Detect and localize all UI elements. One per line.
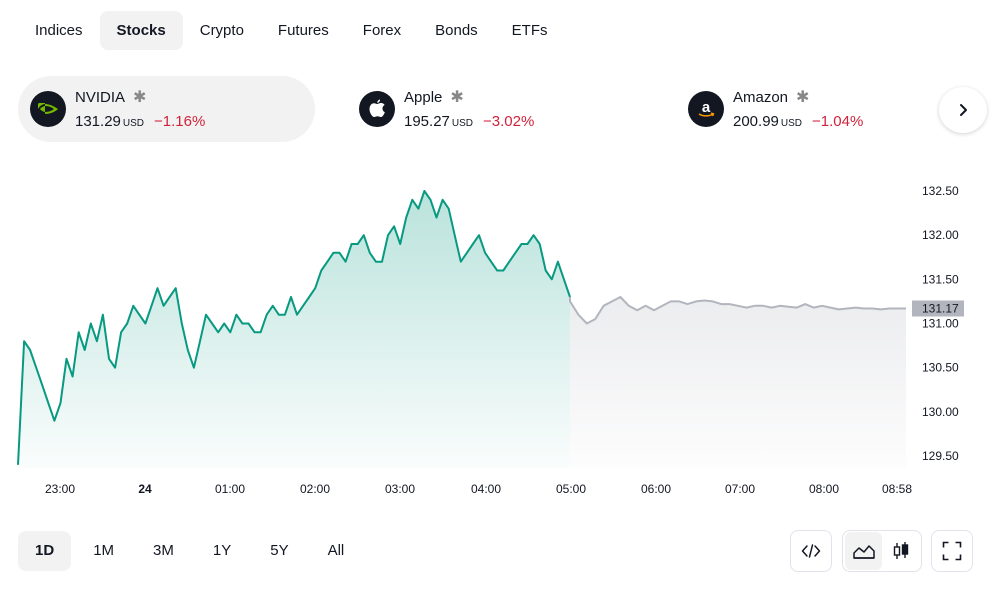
y-tick-label: 130.00	[922, 405, 959, 419]
regular-session-area	[18, 191, 570, 468]
extended-session-area	[570, 297, 906, 468]
regular-session-line	[17, 190, 571, 465]
fullscreen-button[interactable]	[931, 530, 973, 572]
x-tick-label: 07:00	[725, 482, 755, 496]
code-icon	[801, 544, 821, 558]
range-1y-button[interactable]: 1Y	[212, 542, 232, 559]
x-tick-label: 08:00	[809, 482, 839, 496]
svg-text:a: a	[702, 99, 711, 116]
ticker-currency: USD	[451, 118, 474, 129]
range-selector: 1D 1M 3M 1Y 5Y All	[18, 531, 366, 571]
ticker-card-apple[interactable]: Apple ✱ 195.27 USD −3.02%	[347, 76, 644, 142]
range-1d-button[interactable]: 1D	[18, 531, 72, 571]
y-tick-label: 132.50	[922, 184, 959, 198]
ticker-name: Apple	[404, 88, 443, 106]
market-tabs: Indices Stocks Crypto Futures Forex Bond…	[18, 11, 565, 50]
embed-code-button[interactable]	[790, 530, 832, 572]
ticker-card-nvidia[interactable]: NVIDIA ✱ 131.29 USD −1.16%	[18, 76, 315, 142]
ticker-price: 131.29	[75, 113, 121, 130]
y-tick-label: 132.00	[922, 228, 959, 242]
fullscreen-icon	[942, 541, 962, 561]
chart-type-toggle	[842, 530, 922, 572]
ticker-change: −1.16%	[154, 113, 206, 130]
ticker-card-amazon[interactable]: a Amazon ✱ 200.99 USD −1.04%	[676, 76, 946, 142]
ticker-carousel: NVIDIA ✱ 131.29 USD −1.16% Apple ✱ 195.27 U…	[18, 76, 988, 142]
candles-icon	[893, 542, 908, 559]
x-tick-label: 03:00	[385, 482, 415, 496]
star-icon: ✱	[796, 89, 810, 106]
nvidia-logo-icon	[30, 91, 66, 127]
tab-bonds[interactable]: Bonds	[435, 22, 478, 39]
ticker-currency: USD	[122, 118, 145, 129]
range-5y-button[interactable]: 5Y	[270, 542, 289, 559]
x-tick-label: 05:00	[556, 482, 586, 496]
area-chart-button[interactable]	[845, 532, 882, 570]
chevron-right-icon	[960, 104, 967, 116]
extended-session-line	[569, 296, 906, 325]
amazon-logo-icon: a	[688, 91, 724, 127]
ticker-currency: USD	[780, 118, 803, 129]
range-all-button[interactable]: All	[327, 542, 345, 559]
y-tick-label: 129.50	[922, 449, 959, 463]
tab-stocks[interactable]: Stocks	[99, 11, 183, 50]
tab-forex[interactable]: Forex	[362, 22, 402, 39]
range-3m-button[interactable]: 3M	[153, 542, 174, 559]
y-tick-label: 130.50	[922, 361, 959, 375]
star-icon: ✱	[133, 89, 147, 106]
tab-futures[interactable]: Futures	[277, 22, 329, 39]
star-icon: ✱	[450, 89, 464, 106]
x-tick-label: 24	[138, 482, 152, 496]
tab-crypto[interactable]: Crypto	[199, 22, 244, 39]
area-chart-icon	[852, 545, 875, 559]
ticker-change: −3.02%	[483, 113, 535, 130]
ticker-price: 195.27	[404, 113, 450, 130]
price-chart[interactable]: 132.50 132.00 131.50 131.00 130.50 130.00 129.…	[0, 160, 997, 510]
x-tick-label: 01:00	[215, 482, 245, 496]
ticker-price: 200.99	[733, 113, 779, 130]
last-price-badge	[912, 300, 964, 317]
ticker-name: Amazon	[733, 88, 789, 106]
apple-logo-icon	[359, 91, 395, 127]
x-tick-label: 23:00	[45, 482, 75, 496]
candles-chart-button[interactable]	[882, 532, 919, 570]
range-1m-button[interactable]: 1M	[93, 542, 115, 559]
y-tick-label: 131.00	[922, 317, 959, 331]
x-tick-label: 08:58	[882, 482, 912, 496]
y-tick-label: 131.50	[922, 272, 959, 286]
ticker-name: NVIDIA	[75, 88, 126, 106]
x-tick-label: 02:00	[300, 482, 330, 496]
last-price-label: 131.17	[922, 302, 959, 316]
x-tick-label: 04:00	[471, 482, 501, 496]
tab-indices[interactable]: Indices	[35, 22, 83, 39]
ticker-change: −1.04%	[812, 113, 864, 130]
tab-etfs[interactable]: ETFs	[511, 22, 548, 39]
x-tick-label: 06:00	[641, 482, 671, 496]
carousel-next-button[interactable]	[939, 87, 987, 133]
